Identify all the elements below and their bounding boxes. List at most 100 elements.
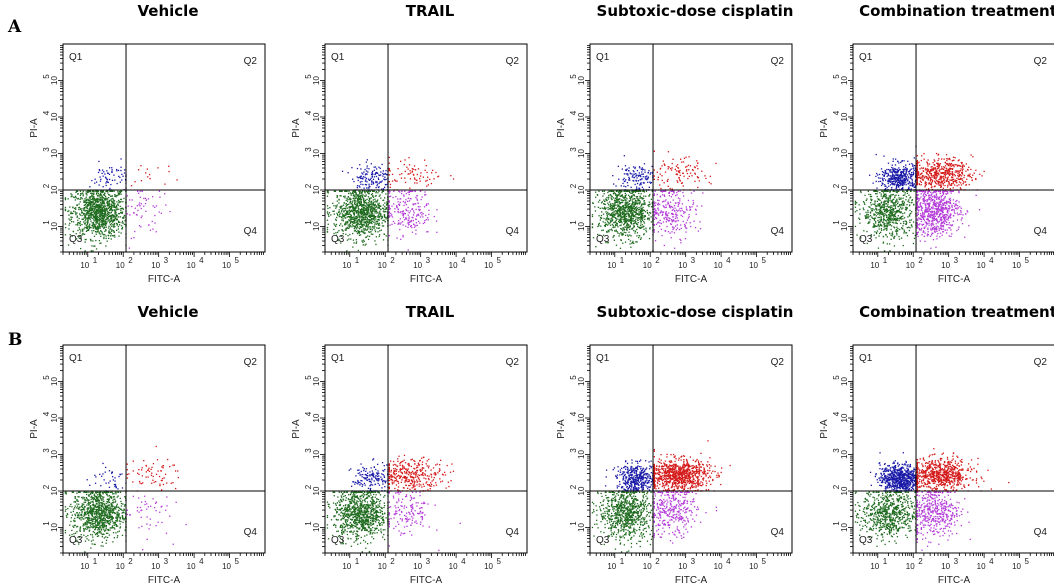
data-point-q3	[637, 220, 638, 221]
data-point-q2	[390, 184, 391, 185]
data-point-q3	[376, 224, 377, 225]
data-point-q3	[92, 191, 93, 192]
data-point-q3	[363, 244, 364, 245]
data-point-q3	[361, 216, 362, 217]
data-point-q4	[412, 232, 413, 233]
data-point-q3	[880, 209, 881, 210]
data-point-q3	[349, 217, 350, 218]
data-point-q3	[882, 196, 883, 197]
data-point-q3	[350, 238, 351, 239]
data-point-q3	[114, 236, 115, 237]
data-point-q3	[614, 206, 615, 207]
data-point-q1	[642, 167, 643, 168]
data-point-q1	[613, 183, 614, 184]
data-point-q3	[368, 213, 369, 214]
data-point-q3	[100, 197, 101, 198]
data-point-q3	[334, 211, 335, 212]
data-point-q3	[855, 211, 856, 212]
data-point-q3	[94, 206, 95, 207]
data-point-q1	[363, 176, 364, 177]
data-point-q3	[358, 208, 359, 209]
data-point-q3	[98, 193, 99, 194]
data-point-q3	[343, 211, 344, 212]
data-point-q3	[629, 209, 630, 210]
data-point-q3	[369, 220, 370, 221]
data-point-q3	[349, 207, 350, 208]
data-point-q3	[65, 234, 66, 235]
data-point-q3	[639, 235, 640, 236]
data-point-q2	[686, 166, 687, 167]
data-point-q2	[405, 171, 406, 172]
data-point-q3	[379, 216, 380, 217]
data-point-q2	[418, 168, 419, 169]
data-point-q1	[377, 184, 378, 185]
data-point-q3	[336, 213, 337, 214]
data-point-q3	[903, 221, 904, 222]
data-point-q3	[85, 250, 86, 251]
data-point-q3	[104, 222, 105, 223]
data-point-q2	[699, 180, 700, 181]
data-point-q3	[85, 223, 86, 224]
data-point-q3	[909, 197, 910, 198]
data-point-q3	[642, 227, 643, 228]
data-point-q4	[675, 218, 676, 219]
data-point-q3	[86, 225, 87, 226]
data-point-q3	[114, 203, 115, 204]
data-point-q1	[645, 178, 646, 179]
data-point-q3	[627, 226, 628, 227]
x-tick-exponent: 1	[620, 256, 625, 265]
data-point-q4	[665, 204, 666, 205]
data-point-q3	[360, 227, 361, 228]
data-point-q3	[613, 193, 614, 194]
data-point-q4	[136, 214, 137, 215]
data-point-q2	[689, 176, 690, 177]
y-tick-label: 10	[312, 112, 321, 121]
data-point-q4	[678, 197, 679, 198]
data-point-q2	[654, 169, 655, 170]
data-point-q2	[697, 187, 698, 188]
data-point-q3	[623, 227, 624, 228]
data-point-q3	[358, 191, 359, 192]
data-point-q3	[333, 205, 334, 206]
data-point-q4	[676, 194, 677, 195]
data-point-q3	[876, 232, 877, 233]
data-point-q3	[73, 197, 74, 198]
data-point-q1	[621, 185, 622, 186]
data-point-q3	[638, 211, 639, 212]
data-point-q3	[629, 243, 630, 244]
data-point-q4	[154, 207, 155, 208]
data-point-q4	[423, 213, 424, 214]
row-label-a: A	[7, 17, 22, 37]
data-point-q3	[616, 245, 617, 246]
plot-title: Combination treatment	[859, 2, 1054, 20]
data-point-q3	[607, 216, 608, 217]
data-point-q3	[119, 191, 120, 192]
data-point-q4	[415, 203, 416, 204]
data-point-q2	[404, 164, 405, 165]
data-point-q2	[435, 172, 436, 173]
data-point-q3	[634, 232, 635, 233]
data-point-q1	[369, 180, 370, 181]
data-point-q4	[425, 215, 426, 216]
data-point-q4	[668, 217, 669, 218]
data-point-q3	[615, 195, 616, 196]
data-point-q3	[891, 239, 892, 240]
data-point-q1	[361, 181, 362, 182]
data-point-q3	[624, 211, 625, 212]
x-tick-label: 10	[413, 261, 422, 270]
data-point-q2	[683, 161, 684, 162]
data-point-q3	[634, 198, 635, 199]
data-point-q3	[374, 209, 375, 210]
data-point-q3	[373, 197, 374, 198]
data-point-q4	[660, 196, 661, 197]
quadrant-label-q4: Q4	[506, 226, 520, 237]
data-point-q4	[409, 222, 410, 223]
data-point-q3	[104, 217, 105, 218]
data-point-q4	[396, 237, 397, 238]
data-point-q3	[621, 234, 622, 235]
flow-plot-a-4: Combination treatmentQ1 Q2Q3Q410110110210…	[819, 2, 1054, 285]
data-point-q3	[80, 195, 81, 196]
data-point-q1	[386, 174, 387, 175]
data-point-q3	[640, 217, 641, 218]
data-point-q3	[84, 234, 85, 235]
